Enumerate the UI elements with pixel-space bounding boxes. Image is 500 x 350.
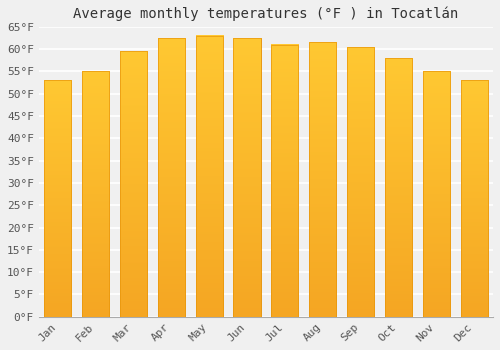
Bar <box>120 51 147 317</box>
Bar <box>82 71 109 317</box>
Bar <box>309 42 336 317</box>
Bar <box>347 47 374 317</box>
Bar <box>120 51 147 317</box>
Bar <box>196 36 223 317</box>
Bar <box>385 58 412 317</box>
Bar <box>158 38 185 317</box>
Bar <box>234 38 260 317</box>
Bar <box>271 45 298 317</box>
Bar <box>460 80 488 317</box>
Bar <box>271 45 298 317</box>
Bar <box>422 71 450 317</box>
Title: Average monthly temperatures (°F ) in Tocatlán: Average monthly temperatures (°F ) in To… <box>74 7 458 21</box>
Bar <box>196 36 223 317</box>
Bar <box>44 80 72 317</box>
Bar <box>347 47 374 317</box>
Bar <box>385 58 412 317</box>
Bar <box>422 71 450 317</box>
Bar <box>309 42 336 317</box>
Bar <box>460 80 488 317</box>
Bar <box>158 38 185 317</box>
Bar <box>82 71 109 317</box>
Bar <box>234 38 260 317</box>
Bar <box>44 80 72 317</box>
